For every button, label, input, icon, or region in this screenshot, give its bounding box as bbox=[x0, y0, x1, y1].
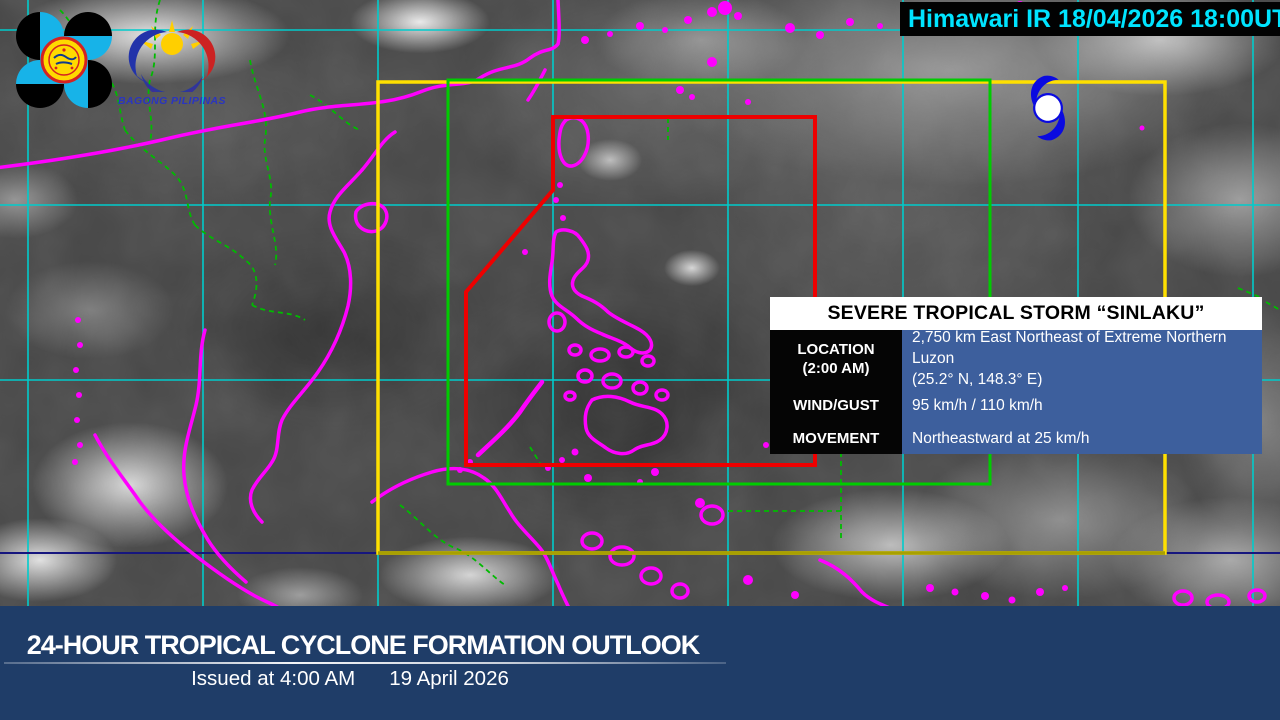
storm-wind-row: WIND/GUST 95 km/h / 110 km/h bbox=[770, 387, 1262, 423]
location-value-line1: 2,750 km East Northeast of Extreme North… bbox=[912, 329, 1227, 367]
outlook-title: 24-HOUR TROPICAL CYCLONE FORMATION OUTLO… bbox=[26, 630, 701, 660]
bagong-pilipinas-mark bbox=[128, 20, 216, 100]
island-dots bbox=[72, 1, 1145, 604]
location-label-line2: (2:00 AM) bbox=[802, 359, 870, 377]
issued-time: Issued at 4:00 AM bbox=[191, 667, 356, 690]
blue-swoosh bbox=[128, 29, 167, 82]
movement-value: Northeastward at 25 km/h bbox=[902, 423, 1262, 454]
location-value-line2: (25.2° N, 148.3° E) bbox=[912, 371, 1043, 388]
himawari-timestamp-banner: Himawari IR 18/04/2026 18:00UTC bbox=[900, 2, 1280, 36]
wind-label: WIND/GUST bbox=[770, 387, 902, 423]
issued-line: Issued at 4:00 AM 19 April 2026 bbox=[0, 667, 700, 691]
coastlines bbox=[0, 0, 1267, 606]
movement-label-text: MOVEMENT bbox=[792, 430, 880, 447]
issued-date: 19 April 2026 bbox=[389, 667, 509, 690]
bagong-pilipinas-label: BAGONG PILIPINAS bbox=[118, 95, 226, 107]
bagong-pilipinas-logo: BAGONG PILIPINAS bbox=[110, 18, 234, 110]
storm-location-row: LOCATION (2:00 AM) 2,750 km East Northea… bbox=[770, 329, 1262, 388]
wind-label-text: WIND/GUST bbox=[793, 396, 879, 414]
blue-swoosh-bottom bbox=[141, 74, 203, 100]
storm-info-panel: SEVERE TROPICAL STORM “SINLAKU” LOCATION… bbox=[770, 297, 1262, 454]
movement-label: MOVEMENT bbox=[770, 423, 902, 454]
par-outline bbox=[464, 115, 817, 467]
location-label: LOCATION (2:00 AM) bbox=[770, 330, 902, 387]
storm-movement-row: MOVEMENT Northeastward at 25 km/h bbox=[770, 423, 1262, 454]
satellite-map: Himawari IR 18/04/2026 18:00UTC bbox=[0, 0, 1280, 606]
pagasa-logo bbox=[16, 12, 112, 108]
pagasa-seal bbox=[40, 36, 88, 84]
red-swoosh bbox=[177, 29, 216, 82]
location-value: 2,750 km East Northeast of Extreme North… bbox=[902, 329, 1262, 388]
storm-symbol bbox=[1031, 75, 1065, 141]
movement-value-text: Northeastward at 25 km/h bbox=[912, 430, 1090, 447]
wind-value-text: 95 km/h / 110 km/h bbox=[912, 396, 1043, 414]
title-underline bbox=[4, 662, 726, 664]
tc-advisory-domain bbox=[446, 78, 992, 486]
location-label-line1: LOCATION bbox=[797, 340, 875, 358]
outlook-footer: 24-HOUR TROPICAL CYCLONE FORMATION OUTLO… bbox=[0, 606, 1280, 720]
wind-value: 95 km/h / 110 km/h bbox=[902, 387, 1262, 423]
storm-panel-title: SEVERE TROPICAL STORM “SINLAKU” bbox=[770, 297, 1262, 330]
